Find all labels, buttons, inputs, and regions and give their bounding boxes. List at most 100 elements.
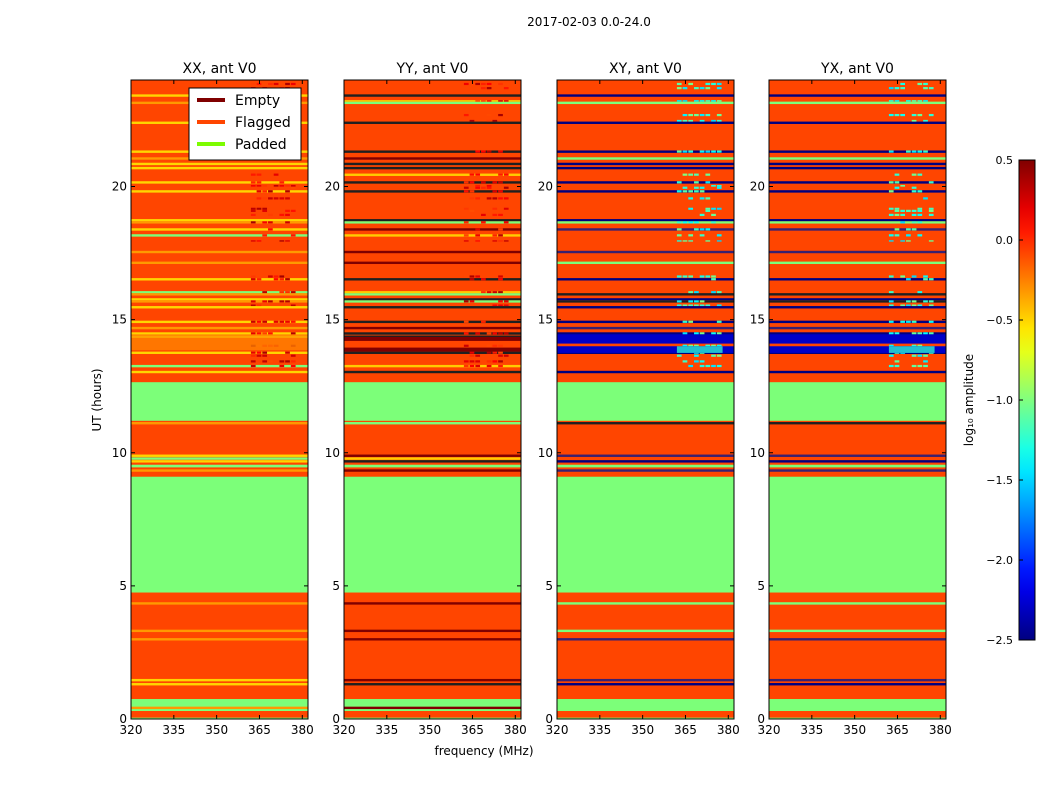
speckle: [486, 150, 492, 153]
speckle: [699, 113, 705, 117]
speckle: [705, 150, 711, 153]
speckle: [498, 181, 503, 184]
stripe: [557, 706, 734, 710]
stripe: [344, 629, 521, 633]
padded-band: [344, 382, 521, 421]
speckle: [492, 304, 498, 307]
speckle: [290, 332, 296, 335]
speckle: [250, 207, 256, 210]
x-tick-label: 365: [248, 723, 271, 737]
speckle: [888, 354, 894, 357]
speckle: [705, 240, 711, 242]
stripe: [344, 291, 521, 294]
padded-band: [557, 699, 734, 712]
speckle: [262, 354, 268, 357]
speckle: [888, 100, 894, 102]
stripe: [131, 457, 308, 460]
speckle: [268, 213, 273, 217]
speckle: [928, 87, 934, 90]
stripe: [131, 638, 308, 641]
stripe: [769, 678, 946, 682]
speckle: [503, 221, 509, 224]
speckle: [498, 291, 503, 294]
speckle: [486, 364, 492, 368]
speckle: [900, 113, 906, 117]
speckle: [688, 300, 694, 303]
speckle: [250, 221, 256, 224]
colorbar-tick-label: 0.5: [996, 154, 1014, 167]
speckle: [900, 87, 906, 90]
speckle: [498, 228, 503, 231]
speckle: [250, 82, 256, 86]
speckle: [911, 186, 917, 189]
speckle: [688, 240, 694, 242]
speckle: [285, 221, 290, 224]
speckle: [911, 300, 917, 303]
speckle: [705, 304, 711, 307]
speckle: [894, 113, 900, 117]
speckle: [699, 275, 705, 278]
stripe: [131, 364, 308, 368]
speckle: [463, 275, 469, 278]
speckle: [279, 184, 285, 187]
speckle: [285, 291, 290, 294]
x-tick-label: 350: [843, 723, 866, 737]
padded-band: [769, 464, 946, 468]
speckle: [676, 240, 682, 242]
speckle: [256, 181, 262, 184]
stripe: [769, 298, 946, 301]
speckle: [463, 332, 469, 335]
speckle: [250, 300, 256, 303]
stripe: [344, 234, 521, 237]
speckle: [923, 82, 928, 86]
speckle: [894, 213, 900, 217]
speckle: [256, 184, 262, 187]
speckle: [888, 320, 894, 323]
stripe: [344, 306, 521, 309]
speckle: [498, 240, 503, 242]
speckle: [682, 240, 688, 242]
speckle: [888, 213, 894, 217]
speckle: [279, 213, 285, 217]
stripe: [131, 454, 308, 457]
speckle: [711, 150, 716, 153]
stripe: [557, 332, 734, 335]
speckle: [475, 150, 481, 153]
speckle: [492, 197, 498, 200]
speckle: [463, 207, 469, 210]
speckle: [917, 150, 923, 153]
speckle: [911, 190, 917, 193]
speckle: [694, 354, 699, 357]
speckle: [894, 173, 900, 176]
speckle: [917, 173, 923, 176]
speckle: [503, 240, 509, 242]
speckle: [469, 190, 475, 193]
speckle: [911, 354, 917, 357]
speckle: [498, 190, 503, 193]
y-tick-label: 5: [119, 579, 127, 593]
stripe: [344, 602, 521, 605]
speckle: [682, 320, 688, 323]
stripe: [344, 101, 521, 105]
y-tick-label: 15: [750, 313, 765, 327]
speckle: [694, 304, 699, 307]
speckle: [906, 300, 911, 303]
speckle: [492, 332, 498, 335]
speckle: [290, 360, 296, 363]
speckle: [923, 275, 928, 278]
speckle: [469, 173, 475, 176]
speckle: [682, 119, 688, 122]
y-tick-label: 15: [112, 313, 127, 327]
stripe: [557, 454, 734, 457]
speckle: [928, 209, 934, 212]
speckle: [888, 207, 894, 210]
speckle: [894, 332, 900, 335]
speckle: [699, 150, 705, 153]
stripe: [344, 638, 521, 641]
speckle: [498, 360, 503, 363]
stripe: [131, 228, 308, 231]
speckle: [716, 332, 722, 335]
speckle: [716, 320, 722, 323]
stripe: [344, 370, 521, 374]
y-tick-label: 0: [332, 712, 340, 726]
